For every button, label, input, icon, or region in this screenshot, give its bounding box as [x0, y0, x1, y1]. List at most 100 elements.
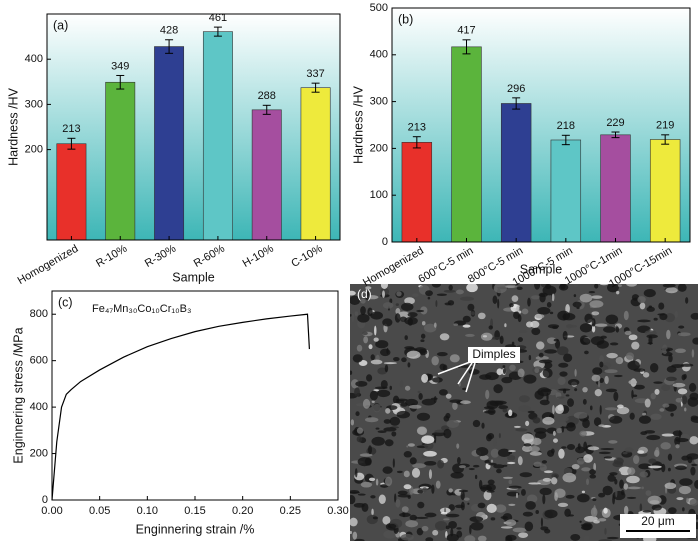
- value-label: 417: [457, 25, 475, 37]
- texture: [509, 303, 514, 308]
- texture: [433, 434, 437, 444]
- texture: [498, 405, 509, 410]
- plot-background: [52, 291, 338, 500]
- texture: [433, 322, 437, 328]
- texture: [597, 379, 601, 388]
- texture: [495, 504, 507, 513]
- texture: [619, 479, 624, 489]
- texture: [694, 480, 698, 489]
- texture: [528, 482, 541, 485]
- texture: [389, 298, 393, 304]
- texture: [553, 338, 559, 342]
- texture: [626, 496, 637, 499]
- texture: [508, 409, 513, 417]
- texture: [642, 510, 652, 513]
- texture: [675, 438, 689, 443]
- texture: [368, 477, 376, 482]
- texture: [469, 516, 484, 523]
- texture: [614, 374, 623, 378]
- texture: [472, 419, 481, 428]
- texture: [365, 286, 372, 290]
- texture: [672, 430, 683, 437]
- y-tick-label: 400: [370, 49, 388, 61]
- texture: [600, 447, 615, 451]
- texture: [383, 530, 398, 539]
- texture: [460, 400, 471, 405]
- texture: [616, 290, 620, 295]
- texture: [525, 420, 530, 427]
- texture: [417, 349, 428, 356]
- texture: [395, 498, 401, 508]
- texture: [421, 435, 435, 444]
- texture: [511, 295, 519, 303]
- texture: [370, 359, 383, 365]
- texture: [593, 417, 602, 427]
- texture: [680, 363, 694, 367]
- texture: [626, 475, 640, 484]
- texture: [650, 413, 662, 420]
- texture: [540, 388, 552, 393]
- texture: [549, 311, 554, 315]
- texture: [575, 446, 586, 454]
- bar: [550, 139, 582, 243]
- texture: [508, 503, 516, 506]
- texture: [662, 284, 676, 288]
- texture: [518, 395, 530, 403]
- texture: [573, 411, 588, 419]
- texture: [453, 323, 459, 326]
- texture: [369, 390, 379, 401]
- texture: [552, 405, 555, 415]
- texture: [565, 394, 570, 397]
- texture: [557, 502, 569, 507]
- texture: [526, 494, 538, 503]
- texture: [508, 485, 522, 489]
- arrows: [437, 361, 476, 393]
- texture: [529, 451, 542, 456]
- texture: [691, 463, 698, 467]
- texture: [418, 392, 423, 400]
- texture: [589, 405, 593, 411]
- texture: [508, 451, 513, 455]
- texture: [377, 367, 388, 375]
- texture: [574, 368, 577, 377]
- texture: [646, 435, 661, 441]
- texture: [576, 493, 590, 503]
- texture: [403, 484, 412, 490]
- value-label: 218: [557, 120, 575, 132]
- texture: [382, 318, 393, 327]
- texture: [489, 454, 492, 463]
- x-tick-label: R-10%: [94, 243, 129, 270]
- y-tick-label: 200: [25, 144, 43, 156]
- texture: [570, 533, 581, 541]
- y-tick-label: 200: [30, 447, 48, 459]
- panel-label: (b): [398, 12, 413, 26]
- texture: [397, 494, 411, 498]
- texture: [446, 419, 460, 428]
- texture: [448, 504, 455, 511]
- texture: [592, 367, 603, 375]
- y-tick-label: 400: [25, 53, 43, 65]
- texture: [356, 403, 365, 407]
- texture: [519, 472, 533, 478]
- texture: [594, 389, 602, 397]
- texture: [562, 472, 577, 483]
- texture: [366, 514, 378, 525]
- texture: [454, 504, 465, 509]
- texture: [598, 451, 611, 455]
- texture: [356, 436, 363, 443]
- texture: [396, 470, 403, 474]
- texture: [521, 433, 534, 443]
- texture: [675, 348, 686, 354]
- y-tick-label: 600: [30, 355, 48, 367]
- texture: [414, 516, 429, 519]
- texture: [597, 518, 607, 522]
- texture: [360, 306, 366, 315]
- texture: [508, 479, 513, 485]
- texture: [385, 408, 391, 414]
- texture: [486, 503, 497, 513]
- texture: [642, 372, 650, 378]
- texture: [427, 296, 431, 300]
- texture: [579, 520, 582, 523]
- texture: [458, 465, 466, 469]
- texture: [613, 457, 624, 465]
